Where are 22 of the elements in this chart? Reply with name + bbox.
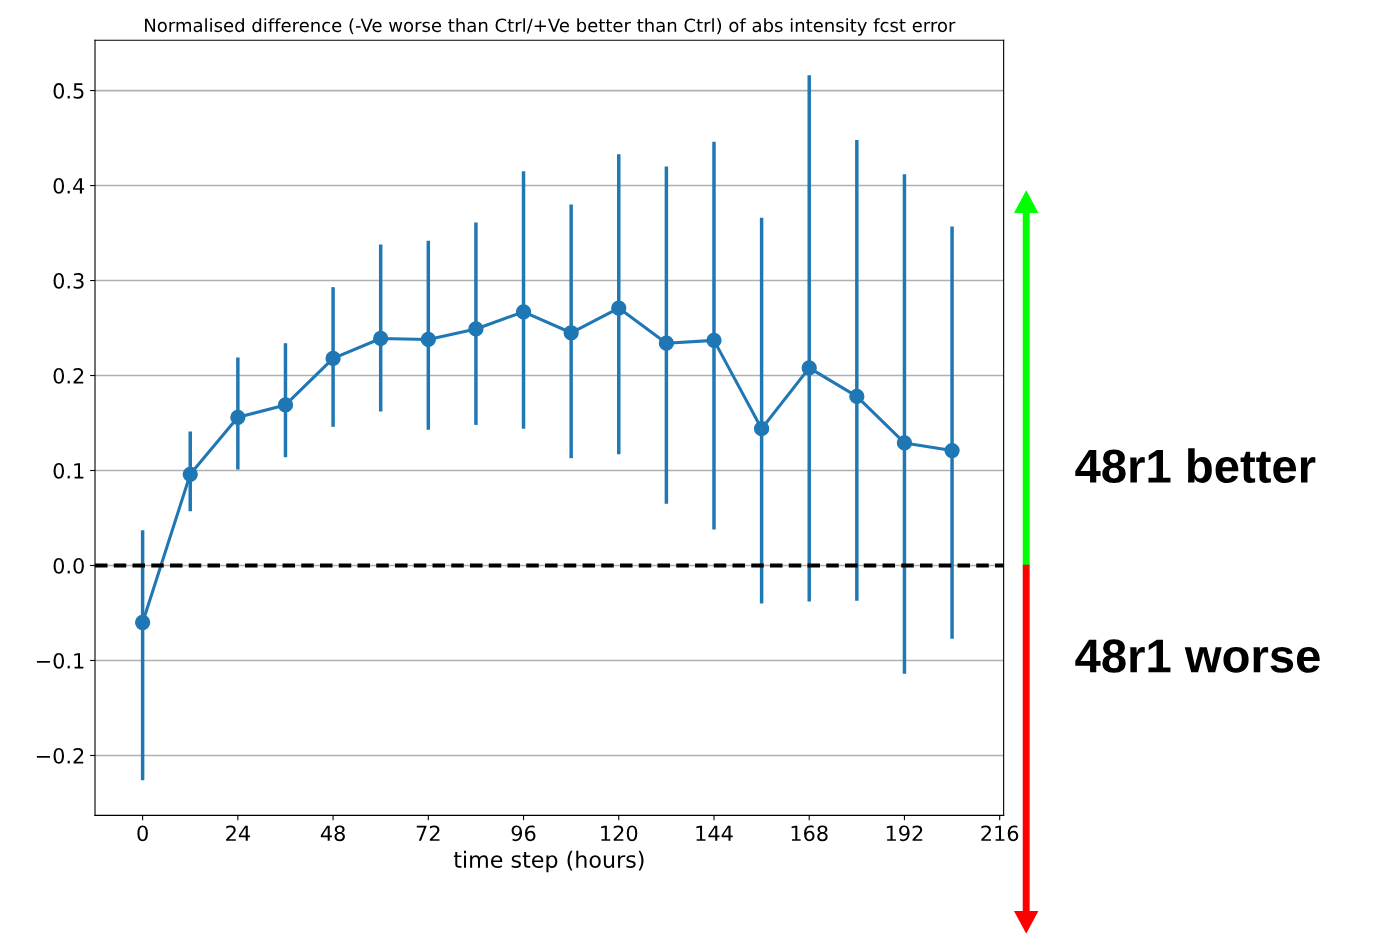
x-tick-label: 24: [226, 825, 250, 841]
text: 48r1 better: [1075, 448, 1316, 483]
y-tick-label: −0.2: [36, 747, 84, 764]
x-tick-label: 168: [791, 825, 828, 842]
y-tick-label: 0.4: [53, 177, 85, 194]
x-tick-label: 72: [416, 825, 440, 841]
x-axis-title: time step (hours): [453, 850, 644, 873]
y-tick-label: 0.0: [53, 557, 84, 574]
x-tick-label: 96: [511, 825, 536, 842]
y-tick-label: 0.5: [53, 83, 84, 99]
x-tick-label: 0: [137, 825, 148, 842]
x-tick-label: 144: [696, 825, 733, 841]
chart-title: Normalised difference (-Ve worse than Ctrl/+Ve better than Ctrl) of abs intensity fcst error: [145, 18, 956, 36]
y-tick-label: 0.2: [53, 367, 84, 384]
y-tick-label: 0.3: [53, 272, 84, 289]
x-tick-label: 48: [320, 825, 345, 842]
y-tick-label: −0.1: [36, 652, 84, 669]
text: 48r1 worse: [1075, 639, 1320, 673]
x-tick-label: 216: [981, 825, 1019, 842]
y-tick-label: 0.1: [53, 462, 84, 479]
x-tick-label: 120: [601, 825, 638, 842]
x-tick-label: 192: [886, 825, 923, 842]
